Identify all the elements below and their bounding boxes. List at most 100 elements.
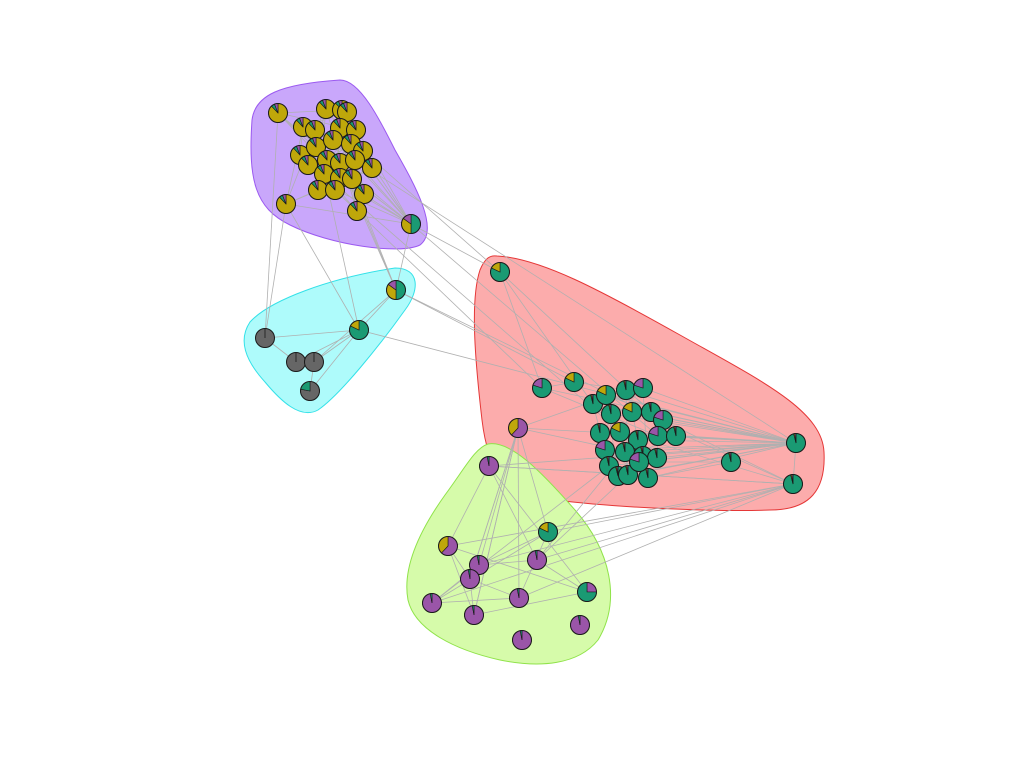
edge (662, 419, 797, 444)
edge (599, 387, 644, 434)
pie-outline (666, 426, 686, 446)
edge (264, 329, 360, 339)
pie-node[interactable] (615, 442, 635, 462)
pie-node[interactable] (616, 380, 636, 400)
pie-outline (304, 352, 324, 372)
pie-node[interactable] (354, 184, 374, 204)
pie-node[interactable] (362, 158, 382, 178)
pie-outline (633, 378, 653, 398)
edge (334, 189, 543, 389)
pie-outline (255, 328, 275, 348)
edge (431, 531, 549, 604)
pie-outline (479, 456, 499, 476)
pie-node[interactable] (783, 474, 803, 494)
pie-node[interactable] (666, 426, 686, 446)
pie-node[interactable] (595, 440, 615, 460)
pie-node[interactable] (300, 381, 320, 401)
pie-node[interactable] (268, 103, 288, 123)
pie-outline (638, 468, 658, 488)
pie-node[interactable] (314, 164, 334, 184)
pie-node[interactable] (527, 550, 547, 570)
pie-node[interactable] (538, 522, 558, 542)
pie-outline (386, 280, 406, 300)
pie-node[interactable] (306, 137, 326, 157)
edge (642, 387, 797, 444)
pie-node[interactable] (460, 569, 480, 589)
pie-outline (349, 320, 369, 340)
pie-node[interactable] (469, 555, 489, 575)
pie-node[interactable] (532, 378, 552, 398)
pie-node[interactable] (342, 169, 362, 189)
pie-outline (618, 465, 638, 485)
edge (447, 465, 490, 547)
pie-outline (786, 433, 806, 453)
pie-node[interactable] (304, 352, 324, 372)
pie-node[interactable] (648, 426, 668, 446)
pie-node[interactable] (508, 418, 528, 438)
pie-node[interactable] (316, 99, 336, 119)
pie-node[interactable] (596, 385, 616, 405)
edge (410, 223, 501, 273)
edge (473, 591, 588, 616)
pie-node[interactable] (305, 120, 325, 140)
edge (619, 431, 794, 485)
pie-outline (438, 536, 458, 556)
pie-node[interactable] (786, 433, 806, 453)
pie-outline (721, 452, 741, 472)
pie-outline (422, 593, 442, 613)
pie-node[interactable] (325, 180, 345, 200)
pie-node[interactable] (633, 378, 653, 398)
pie-node[interactable] (479, 456, 499, 476)
pie-node[interactable] (577, 582, 597, 602)
pie-node[interactable] (610, 422, 630, 442)
pie-node[interactable] (276, 194, 296, 214)
pie-node[interactable] (349, 320, 369, 340)
pie-node[interactable] (347, 201, 367, 221)
pie-node[interactable] (298, 155, 318, 175)
pie-node[interactable] (386, 280, 406, 300)
edge (541, 387, 659, 437)
pie-node[interactable] (721, 452, 741, 472)
pie-node[interactable] (570, 615, 590, 635)
pie-node[interactable] (255, 328, 275, 348)
pie-outline (401, 214, 421, 234)
pie-node[interactable] (629, 452, 649, 472)
edge (431, 597, 520, 604)
pie-node[interactable] (422, 593, 442, 613)
pie-outline (298, 155, 318, 175)
edge (410, 223, 659, 437)
pie-node[interactable] (512, 630, 532, 650)
edge (499, 271, 543, 389)
pie-outline (300, 381, 320, 401)
pie-outline (306, 137, 326, 157)
pie-node[interactable] (622, 402, 642, 422)
pie-node[interactable] (323, 130, 343, 150)
pie-node[interactable] (308, 180, 328, 200)
pie-node[interactable] (401, 214, 421, 234)
edge (309, 329, 360, 392)
pie-outline (610, 422, 630, 442)
pie-node[interactable] (490, 262, 510, 282)
pie-node[interactable] (647, 448, 667, 468)
pie-node[interactable] (601, 404, 621, 424)
pie-outline (596, 385, 616, 405)
pie-node[interactable] (438, 536, 458, 556)
pie-node[interactable] (345, 150, 365, 170)
pie-node[interactable] (590, 423, 610, 443)
pie-outline (601, 404, 621, 424)
pie-node[interactable] (464, 605, 484, 625)
pie-node[interactable] (618, 465, 638, 485)
pie-node[interactable] (638, 468, 658, 488)
pie-outline (347, 201, 367, 221)
pie-outline (490, 262, 510, 282)
pie-node[interactable] (564, 372, 584, 392)
edge (469, 427, 519, 580)
edge (264, 203, 287, 339)
edge (264, 112, 279, 339)
pie-node[interactable] (286, 352, 306, 372)
edge (478, 531, 549, 566)
pie-node[interactable] (509, 588, 529, 608)
edge (473, 427, 519, 616)
edge (610, 413, 797, 444)
